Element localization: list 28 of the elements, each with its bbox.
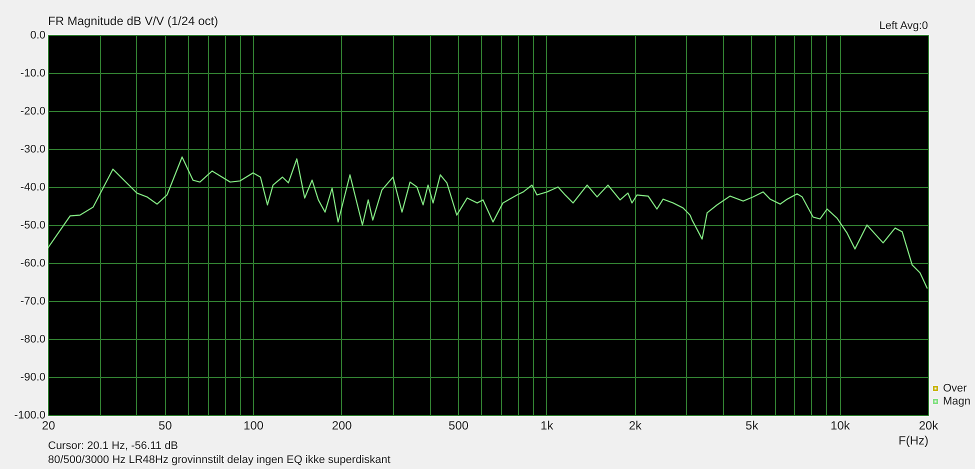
y-tick-label: -60.0 — [20, 258, 46, 270]
text: Left Avg:0 — [879, 20, 928, 32]
y-tick-label: -50.0 — [20, 220, 46, 232]
x-tick-label: 200 — [332, 418, 352, 432]
x-tick-label: 2k — [628, 418, 642, 432]
chart-title: FR Magnitude dB V/V (1/24 oct) — [48, 14, 218, 28]
y-tick-label: -10.0 — [20, 68, 46, 80]
x-tick-label: 1k — [540, 418, 554, 432]
text: Cursor: 20.1 Hz, -56.11 dB — [48, 440, 178, 452]
y-tick-label: -90.0 — [20, 372, 46, 384]
y-tick-label: -100.0 — [14, 410, 46, 422]
text: 80/500/3000 Hz LR48Hz grovinnstilt delay ingen EQ ikke superdiskant — [48, 454, 390, 466]
legend-label: Magn — [943, 396, 971, 408]
legend-label: Over — [943, 382, 968, 394]
x-axis-title: F(Hz) — [898, 434, 928, 448]
x-tick-label: 20k — [918, 418, 940, 432]
y-tick-label: -40.0 — [20, 182, 46, 194]
x-tick-label: 10k — [830, 418, 851, 432]
y-tick-label: -70.0 — [20, 296, 46, 308]
x-tick-label: 5k — [746, 418, 760, 432]
y-tick-label: -80.0 — [20, 334, 46, 346]
y-tick-label: -20.0 — [20, 106, 46, 118]
x-tick-label: 20 — [42, 418, 56, 432]
x-tick-label: 50 — [158, 418, 172, 432]
y-tick-label: -30.0 — [20, 144, 46, 156]
x-tick-label: 100 — [244, 418, 264, 432]
y-tick-label: 0.0 — [30, 30, 46, 42]
x-tick-label: 500 — [448, 418, 469, 432]
